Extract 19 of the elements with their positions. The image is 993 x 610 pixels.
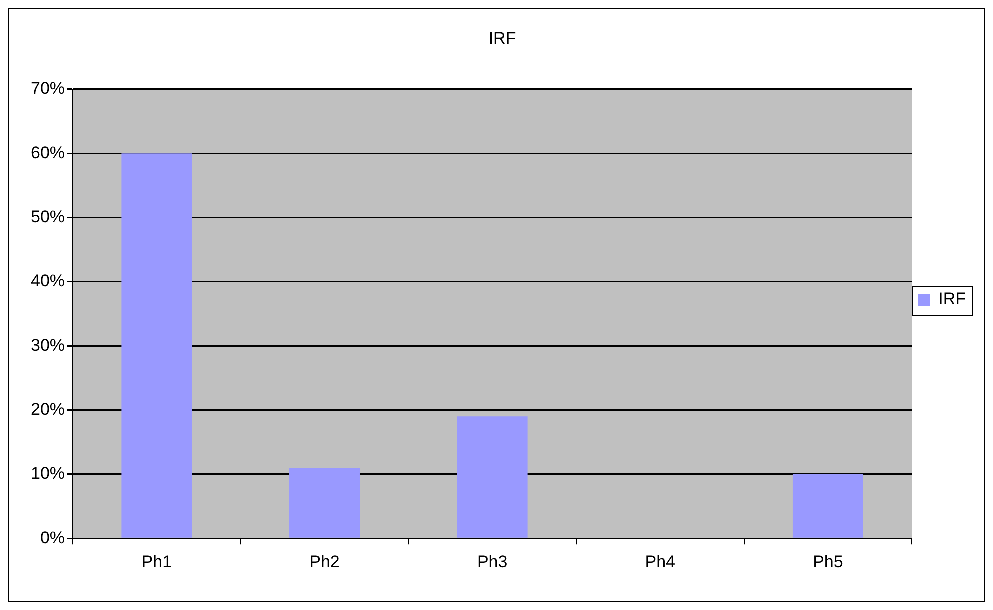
y-tick-label: 50% (30, 207, 66, 226)
y-tick-label: 10% (30, 464, 66, 484)
y-tick-label: 0% (40, 528, 66, 548)
y-tick-label: 20% (30, 400, 66, 419)
x-tick-label: Ph5 (813, 552, 844, 572)
bar (122, 154, 192, 538)
bar (457, 416, 528, 538)
x-tick-label: Ph4 (645, 552, 676, 572)
y-tick-label: 40% (30, 272, 66, 291)
x-tick-label: Ph2 (310, 552, 340, 572)
x-tick-label: Ph3 (477, 552, 508, 572)
bar (290, 468, 360, 538)
x-tick-label: Ph1 (142, 552, 172, 572)
bar (792, 474, 864, 538)
y-tick-label: 60% (30, 143, 66, 162)
chart-title: IRF (488, 28, 516, 48)
y-tick-label: 30% (30, 336, 66, 355)
y-tick-label: 70% (30, 79, 66, 98)
legend-label: IRF (938, 290, 966, 309)
